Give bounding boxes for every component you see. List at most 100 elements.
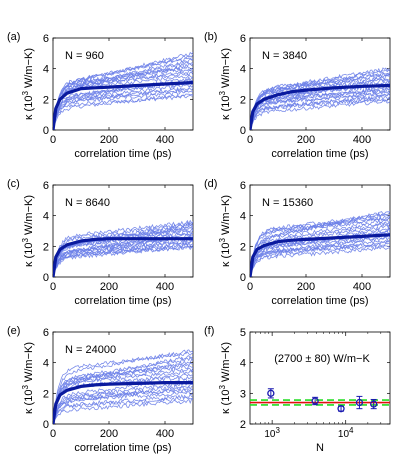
panel-label: (d) (204, 178, 217, 190)
annotation: N = 15360 (262, 197, 313, 209)
run-line (53, 358, 193, 424)
y-tick-label: 2 (43, 94, 49, 106)
x-axis-label: correlation time (ps) (271, 148, 368, 160)
x-tick-label: 0 (50, 134, 56, 146)
x-tick-label: 0 (247, 134, 253, 146)
y-tick-label: 5 (240, 327, 246, 339)
annotation: N = 8640 (65, 197, 110, 209)
run-line (53, 349, 193, 424)
run-line (250, 67, 390, 130)
run-line (250, 215, 390, 277)
series-group (53, 349, 193, 424)
run-line (250, 246, 390, 277)
run-line (53, 51, 193, 130)
run-line (53, 245, 193, 277)
panel-d: 0 2 4 6 0 200 400 correlation time (ps) κ (103 W… (204, 178, 391, 307)
run-line (53, 242, 193, 277)
average-line (53, 381, 193, 424)
run-line (250, 90, 390, 130)
run-line (53, 85, 193, 130)
x-tick-label: 0 (50, 428, 56, 440)
y-axis-label: κ (103 W/m−K) (21, 342, 35, 414)
run-line (250, 99, 390, 130)
y-tick-label: 2 (240, 241, 246, 253)
run-line (53, 63, 193, 130)
series-group (53, 219, 193, 277)
y-tick-label: 6 (240, 33, 246, 45)
average-line (250, 83, 390, 130)
y-tick-label: 4 (240, 211, 246, 223)
y-tick-label: 6 (43, 33, 49, 45)
y-axis-label: κ (103 W/m−K) (218, 48, 232, 120)
x-tick-label: 0 (50, 281, 56, 293)
run-line (250, 222, 390, 277)
x-axis-label: correlation time (ps) (74, 442, 171, 454)
run-line (250, 95, 390, 130)
annotation: N = 960 (65, 50, 104, 62)
run-line (53, 61, 193, 130)
panel-e: 0 2 4 6 0 200 400 correlation time (ps) κ (103 W… (7, 325, 194, 454)
run-line (250, 93, 390, 130)
run-line (53, 58, 193, 130)
average-line (250, 233, 390, 277)
plot-frame (249, 331, 391, 425)
y-tick-label: 4 (43, 211, 49, 223)
run-line (53, 93, 193, 130)
x-tick-label: 103 (264, 426, 280, 440)
panel-c: 0 2 4 6 0 200 400 correlation time (ps) κ (103 W… (7, 178, 194, 307)
run-line (53, 388, 193, 424)
series-group (250, 67, 390, 130)
run-line (53, 398, 193, 424)
x-tick-label: 0 (247, 281, 253, 293)
run-line (250, 242, 390, 277)
data-point (355, 398, 364, 407)
series-group (53, 51, 193, 130)
series-group (250, 211, 390, 277)
y-tick-label: 0 (240, 272, 246, 284)
y-tick-label: 4 (240, 358, 246, 370)
run-line (250, 234, 390, 277)
annotation: N = 3840 (262, 50, 307, 62)
run-line (53, 375, 193, 424)
y-tick-label: 4 (43, 64, 49, 76)
x-tick-label: 400 (156, 134, 174, 146)
run-line (250, 69, 390, 130)
run-line (250, 244, 390, 277)
x-axis-label: correlation time (ps) (271, 295, 368, 307)
y-tick-label: 0 (43, 125, 49, 137)
average-line (53, 237, 193, 277)
y-tick-label: 3 (240, 388, 246, 400)
annotation-bg (258, 193, 324, 211)
annotation-bg (258, 46, 324, 64)
y-tick-label: 6 (240, 180, 246, 192)
annotation: N = 24000 (65, 344, 116, 356)
run-line (53, 87, 193, 130)
y-tick-label: 2 (240, 94, 246, 106)
x-tick-label: 400 (156, 428, 174, 440)
x-tick-label: 200 (100, 281, 118, 293)
run-line (250, 71, 390, 130)
panel-a: 0 2 4 6 0 200 400 correlation time (ps) κ (103 W… (7, 31, 194, 160)
panel-label: (c) (7, 178, 20, 190)
x-tick-label: 400 (353, 281, 371, 293)
plot-frame (52, 331, 194, 425)
panel-label: (e) (7, 325, 20, 337)
data-point (267, 389, 275, 397)
y-tick-label: 6 (43, 180, 49, 192)
run-line (53, 94, 193, 130)
run-line (53, 232, 193, 277)
panel-label: (f) (204, 325, 214, 337)
run-line (250, 211, 390, 277)
y-tick-label: 4 (240, 64, 246, 76)
y-tick-label: 0 (43, 419, 49, 431)
x-tick-label: 200 (100, 428, 118, 440)
y-tick-label: 2 (43, 388, 49, 400)
annotation-bg (61, 193, 127, 211)
x-axis-label: N (316, 442, 324, 454)
run-line (53, 65, 193, 130)
x-tick-label: 400 (156, 281, 174, 293)
run-line (53, 219, 193, 277)
x-tick-label: 400 (353, 134, 371, 146)
y-tick-label: 2 (43, 241, 49, 253)
